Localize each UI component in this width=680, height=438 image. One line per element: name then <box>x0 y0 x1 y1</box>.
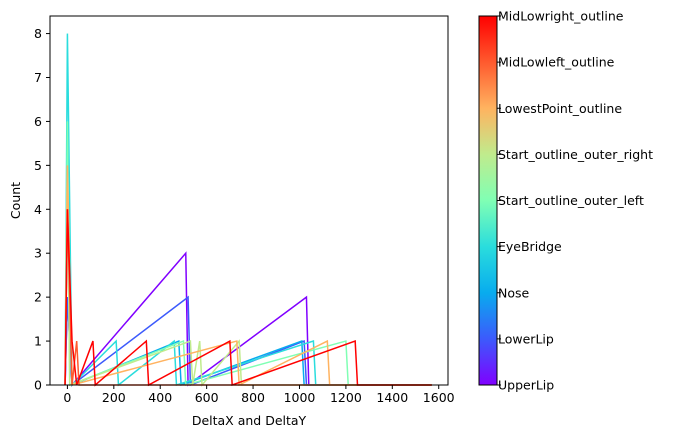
colorbar-tick-label: LowestPoint_outline <box>498 101 622 116</box>
x-tick-label: 1600 <box>423 390 455 405</box>
colorbar-tick-label: EyeBridge <box>498 239 562 254</box>
y-tick-label: 1 <box>34 334 42 349</box>
colorbar-ticks: UpperLip LowerLip Nose EyeBridge Start_outli… <box>497 9 653 393</box>
y-tick-label: 0 <box>34 378 42 393</box>
x-tick-label: 200 <box>102 390 126 405</box>
x-axis-label: DeltaX and DeltaY <box>192 413 307 428</box>
colorbar-tick-label: UpperLip <box>498 378 554 393</box>
x-tick-label: 400 <box>148 390 172 405</box>
series-step-4 <box>64 33 432 387</box>
y-tick-label: 2 <box>34 290 42 305</box>
x-tick-label: 0 <box>63 390 71 405</box>
x-tick-label: 800 <box>241 390 265 405</box>
y-axis-label: Count <box>8 182 23 219</box>
colorbar-tick-label: MidLowleft_outline <box>498 55 615 70</box>
series-step-9 <box>64 209 432 387</box>
y-tick-label: 6 <box>34 114 42 129</box>
y-tick-label: 7 <box>34 70 42 85</box>
series-step-6 <box>64 165 432 387</box>
x-tick-label: 600 <box>195 390 219 405</box>
y-axis-ticks: 0 1 2 3 4 5 6 7 8 <box>34 26 50 393</box>
series-step-7 <box>64 165 432 387</box>
y-tick-label: 4 <box>34 202 42 217</box>
colorbar-gradient <box>478 15 498 386</box>
y-tick-label: 8 <box>34 26 42 41</box>
x-tick-label: 1200 <box>330 390 362 405</box>
series-step-8 <box>64 209 432 386</box>
x-tick-label: 1000 <box>284 390 316 405</box>
series-step-3 <box>64 209 432 387</box>
colorbar-tick-label: Nose <box>498 285 530 300</box>
x-axis-ticks: 0 200 400 600 800 1000 1200 1400 1600 <box>63 385 455 405</box>
colorbar-tick-label: Start_outline_outer_right <box>498 147 653 162</box>
histogram-series <box>64 33 432 387</box>
axes-frame <box>49 15 449 386</box>
colorbar-tick-label: LowerLip <box>498 331 554 346</box>
y-tick-label: 3 <box>34 246 42 261</box>
colorbar: UpperLip LowerLip Nose EyeBridge Start_outli… <box>478 9 653 393</box>
series-step-5 <box>64 121 432 387</box>
colorbar-tick-label: Start_outline_outer_left <box>498 193 644 208</box>
y-tick-label: 5 <box>34 158 42 173</box>
x-tick-label: 1400 <box>376 390 408 405</box>
colorbar-tick-label: MidLowright_outline <box>498 9 624 24</box>
plot-area <box>49 15 449 387</box>
